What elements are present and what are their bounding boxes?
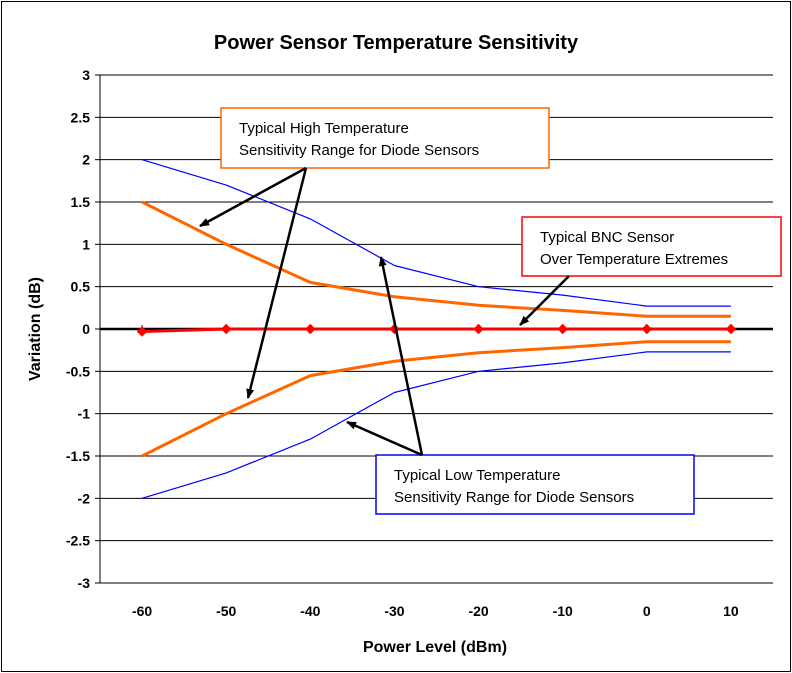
series-4-point-0: [136, 326, 148, 337]
series-4-point-1: [220, 323, 232, 335]
annotation-box-1: [521, 216, 782, 277]
series-4-point-6: [641, 323, 653, 335]
annotation-1-line-1: Over Temperature Extremes: [540, 251, 728, 268]
annotation-arrow-2: [519, 275, 570, 326]
series-4-point-2: [305, 323, 316, 335]
annotation-box-2: [375, 454, 695, 515]
annotation-arrow-1: [246, 167, 308, 399]
annotation-box-0: [220, 107, 550, 169]
y-tick-label-0: 3: [82, 67, 90, 83]
x-tick-label-7: 10: [723, 603, 739, 619]
series-layer: [136, 159, 737, 499]
annotation-arrow-0: [199, 166, 307, 228]
y-tick-label-3: 1.5: [71, 194, 91, 210]
annotation-arrow-4: [378, 256, 424, 456]
x-tick-label-2: -40: [300, 603, 320, 619]
x-tick-label-5: -10: [553, 603, 573, 619]
x-tick-label-4: -20: [468, 603, 488, 619]
series-4-point-5: [557, 323, 568, 335]
annotation-1-line-0: Typical BNC Sensor: [540, 229, 674, 246]
annotation-0-line-1: Sensitivity Range for Diode Sensors: [239, 142, 479, 159]
series-line-4: [142, 327, 731, 333]
y-tick-label-2: 2: [82, 152, 90, 168]
y-tick-label-8: -1: [78, 406, 91, 422]
y-axis-label: Variation (dB): [27, 277, 44, 381]
annotation-2-line-0: Typical Low Temperature: [394, 467, 560, 484]
y-tick-label-4: 1: [82, 236, 90, 252]
annotation-layer: Typical High Temperature Sensitivity Rang…: [199, 107, 782, 515]
series-line-0: [141, 159, 731, 307]
series-line-1: [141, 351, 731, 499]
series-4-point-7: [725, 323, 737, 335]
y-tick-label-12: -3: [78, 575, 91, 591]
x-axis-label: Power Level (dBm): [363, 639, 507, 656]
annotation-arrow-3: [346, 420, 423, 457]
annotation-0-line-0: Typical High Temperature: [239, 120, 409, 137]
y-tick-label-5: 0.5: [71, 279, 91, 295]
x-tick-label-1: -50: [216, 603, 236, 619]
y-tick-label-10: -2: [78, 490, 91, 506]
series-4-point-4: [473, 323, 484, 335]
y-tick-label-1: 2.5: [71, 109, 91, 125]
series-line-2: [141, 200, 731, 318]
y-tick-label-11: -2.5: [66, 533, 90, 549]
x-tick-label-3: -30: [384, 603, 404, 619]
annotation-2-line-1: Sensitivity Range for Diode Sensors: [394, 489, 634, 506]
chart-title: Power Sensor Temperature Sensitivity: [214, 32, 579, 54]
series-line-3: [141, 340, 731, 458]
y-tick-label-6: 0: [82, 321, 90, 337]
x-tick-label-0: -60: [132, 603, 152, 619]
x-tick-label-6: 0: [643, 603, 651, 619]
y-tick-label-9: -1.5: [66, 448, 90, 464]
y-tick-label-7: -0.5: [66, 363, 90, 379]
